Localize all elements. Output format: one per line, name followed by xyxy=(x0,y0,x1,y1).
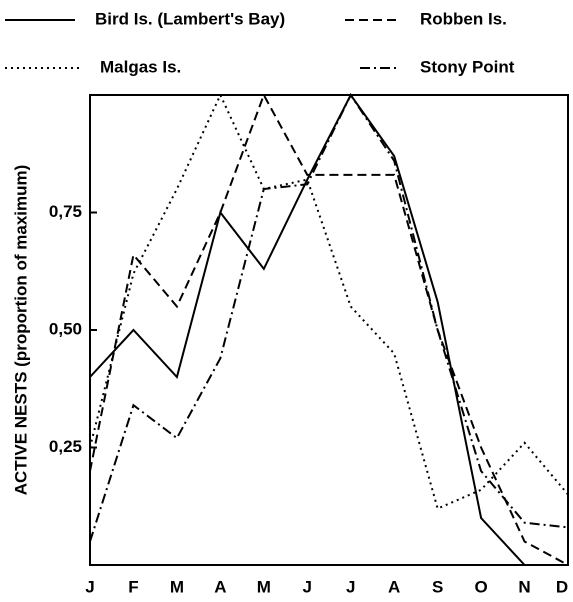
legend-label: Robben Is. xyxy=(420,9,507,28)
x-tick-label: J xyxy=(303,577,312,596)
legend-label: Malgas Is. xyxy=(100,57,181,76)
y-axis-label: ACTIVE NESTS (proportion of maximum) xyxy=(11,165,30,496)
legend-label: Bird Is. (Lambert's Bay) xyxy=(95,9,285,28)
series-line xyxy=(89,92,569,566)
y-tick-label: 0,75 xyxy=(49,202,82,221)
series-line xyxy=(89,93,526,566)
x-tick-label: J xyxy=(85,577,94,596)
y-tick-label: 0,25 xyxy=(49,437,82,456)
x-tick-label: M xyxy=(257,577,271,596)
series-line xyxy=(89,92,569,542)
y-tick-label: 0,50 xyxy=(49,319,82,338)
x-tick-label: O xyxy=(474,577,487,596)
x-tick-label: N xyxy=(518,577,530,596)
series-line xyxy=(89,92,569,510)
x-tick-label: S xyxy=(432,577,443,596)
x-tick-label: D xyxy=(556,577,568,596)
x-tick-label: M xyxy=(170,577,184,596)
plot-frame xyxy=(89,94,569,566)
x-tick-label: A xyxy=(388,577,400,596)
legend-label: Stony Point xyxy=(420,57,515,76)
x-tick-label: A xyxy=(214,577,226,596)
x-tick-label: F xyxy=(128,577,138,596)
x-tick-label: J xyxy=(346,577,355,596)
